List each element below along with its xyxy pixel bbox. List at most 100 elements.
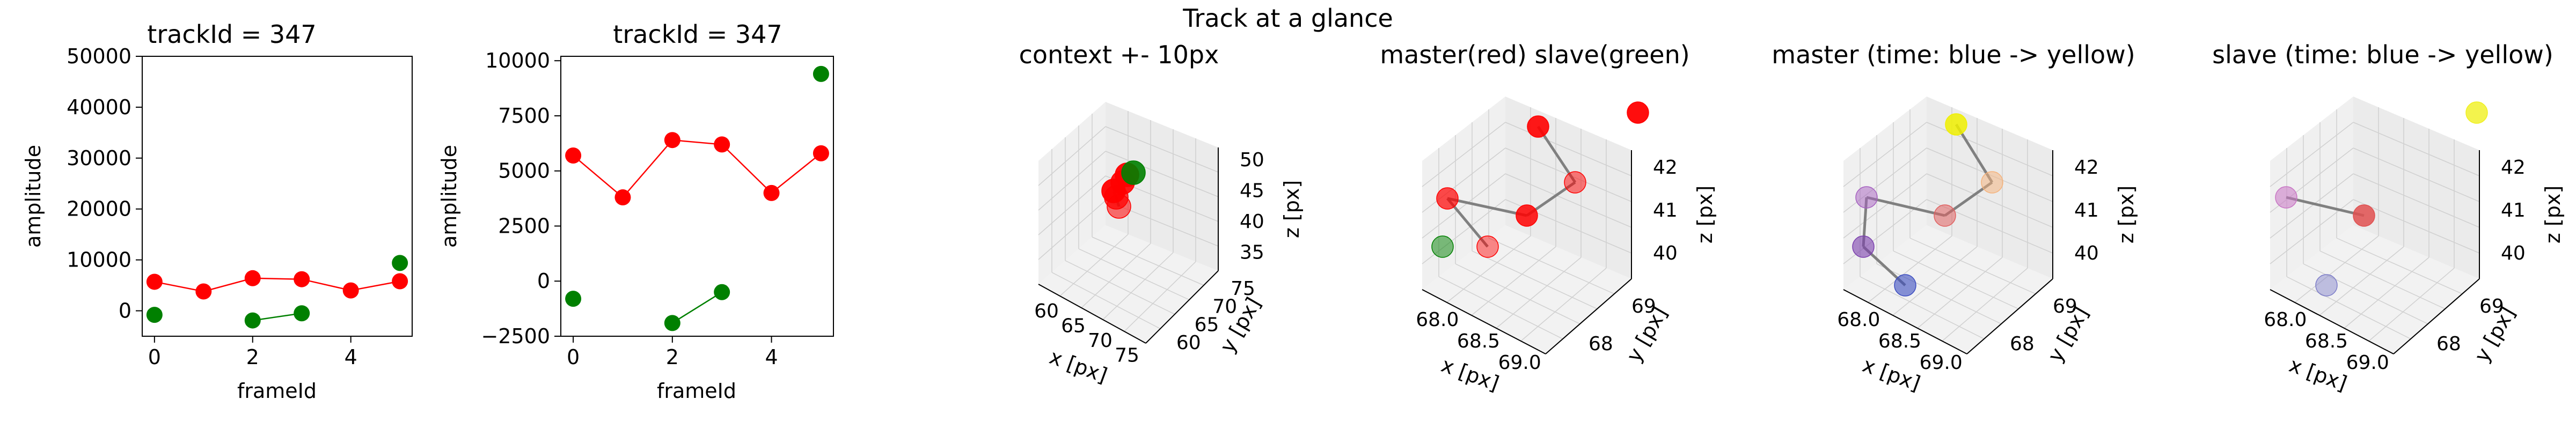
scatter-point [1516, 204, 1538, 227]
panel-amplitude-2: trackId = 347 0 2 4 −2500 0 2500 5000 7500 10000… [437, 20, 834, 403]
y-tick-label: 50000 [67, 45, 131, 68]
z-tick-label: 40 [1653, 242, 1678, 264]
y-tick-label: 7500 [498, 104, 550, 128]
data-point [244, 312, 261, 329]
grid-line [2270, 122, 2354, 187]
data-point [565, 147, 582, 164]
z-axis-label: z [px] [1693, 186, 1717, 243]
scatter-point [1981, 171, 2003, 194]
scatter-point [1436, 187, 1459, 210]
panel-3d-master-time: 68.068.569.0 68 69 40 41 42 x [px] y [px] z [px]… [1772, 40, 2138, 395]
y-axis-label: y [px] [1622, 303, 1672, 366]
scatter-point [1527, 115, 1549, 138]
floor-pane [1843, 225, 2053, 354]
grid-line [1926, 173, 2053, 228]
y-axis-line [1966, 278, 2053, 354]
series-line [573, 139, 822, 198]
grid-line [1065, 260, 1175, 315]
trajectory-line [1955, 123, 1994, 183]
x-axis-line [1422, 289, 1546, 354]
z-tick-label: 41 [2074, 199, 2099, 221]
grid-line [1488, 238, 1615, 294]
y-tick-label: 69 [1631, 295, 1656, 317]
scatter-point [1431, 235, 1454, 258]
z-tick-label: 42 [1653, 157, 1678, 179]
scatter-point [1855, 186, 1878, 209]
data-point [294, 271, 310, 287]
x-tick-label: 2 [666, 345, 679, 369]
scatter-point [1121, 160, 1146, 185]
grid-line [1038, 175, 1106, 235]
x-tick-label: 0 [567, 345, 580, 369]
scatter-point [1852, 235, 1875, 258]
z-tick-label: 40 [1240, 211, 1264, 233]
data-point [763, 184, 780, 201]
y-tick-label: 65 [1195, 314, 1219, 336]
grid-line [1038, 151, 1106, 211]
panel-title: slave (time: blue -> yellow) [2212, 40, 2553, 69]
y-tick-label: 69 [2053, 295, 2077, 317]
panel-2-ticks: 0 2 4 −2500 0 2500 5000 7500 10000 [481, 49, 778, 369]
back-pane [2353, 97, 2479, 279]
panel-title: context +- 10px [1019, 40, 1219, 69]
z-tick-label: 45 [1240, 180, 1264, 202]
back-pane [1106, 102, 1218, 271]
grid-line [1876, 263, 2002, 324]
grid-line [1868, 235, 1952, 303]
panel-3d-slave-time: 68.068.569.0 68 69 40 41 42 x [px] y [px] z [px]… [2212, 40, 2565, 395]
x-tick-label: 68.5 [1878, 330, 1921, 352]
x-tick-label: 70 [1088, 330, 1113, 352]
x-tick-label: 0 [148, 345, 161, 369]
grid-line [1105, 151, 1219, 197]
y-axis-line [1145, 270, 1219, 344]
trajectory-line [1536, 125, 1577, 183]
data-point [342, 282, 359, 299]
data-point [392, 255, 408, 271]
panel-2-title: trackId = 347 [613, 20, 782, 49]
x-axis-line [1843, 289, 1967, 354]
panel-title: master (time: blue -> yellow) [1772, 40, 2135, 69]
x-tick-label: 69.0 [1920, 352, 1963, 374]
x-tick-label: 2 [246, 345, 259, 369]
data-point [392, 273, 408, 290]
y-tick-label: 75 [1231, 278, 1255, 300]
panel-1-ticks: 0 2 4 0 10000 20000 30000 40000 50000 [67, 45, 357, 369]
z-tick-label: 41 [1653, 199, 1678, 221]
grid-line [1038, 200, 1106, 260]
data-point [813, 145, 829, 161]
data-point [614, 189, 631, 206]
grid-line [2319, 246, 2404, 316]
data-point [664, 315, 680, 331]
grid-line [2368, 268, 2455, 342]
data-point [565, 291, 582, 307]
grid-line [1051, 272, 1161, 329]
y-tick-label: 0 [119, 299, 131, 323]
x-axis-line [1038, 284, 1146, 344]
y-axis-label: y [px] [2043, 303, 2094, 366]
x-axis-label: x [px] [1438, 353, 1502, 395]
y-tick-label: 70 [1212, 296, 1237, 318]
grid-line [1124, 261, 1196, 332]
grid-line [2336, 238, 2463, 294]
panel-1-axes-frame [142, 56, 413, 337]
grid-line [1092, 236, 1204, 286]
grid-line [1942, 268, 2028, 342]
scatter-point [1945, 113, 1967, 136]
panel-title: master(red) slave(green) [1380, 40, 1689, 69]
series-line [154, 277, 400, 292]
grid-line [2353, 122, 2480, 176]
data-point [664, 132, 680, 149]
x-axis-label: x [px] [1860, 353, 1923, 395]
y-tick-label: 2500 [498, 214, 550, 238]
z-tick-label: 42 [2074, 157, 2099, 179]
panel-1-xlabel: frameId [237, 379, 317, 403]
panel-amplitude-1: trackId = 347 0 2 4 0 10000 20000 30000 40000 50… [21, 20, 413, 403]
grid-line [2353, 173, 2480, 228]
y-tick-label: 20000 [67, 197, 131, 221]
panel-1-title: trackId = 347 [147, 20, 316, 49]
data-point [813, 65, 829, 82]
scatter-point [1934, 204, 1956, 227]
x-tick-label: 69.0 [2346, 352, 2389, 374]
